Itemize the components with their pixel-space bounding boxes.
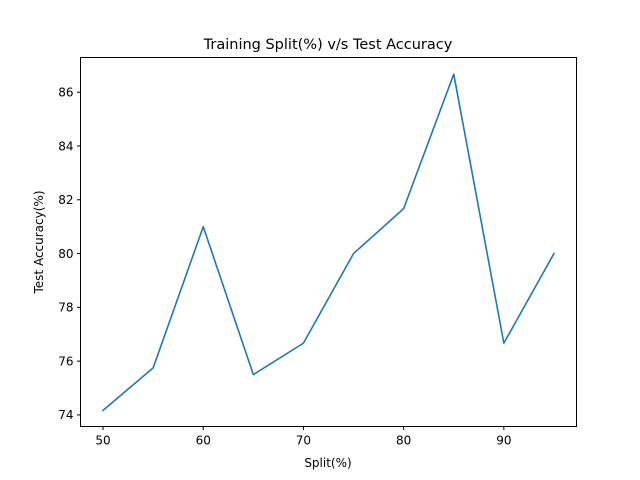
data-point — [502, 342, 505, 345]
y-tick-label: 74 — [58, 408, 73, 422]
x-tick-label: 50 — [95, 434, 110, 448]
x-axis: 50 60 70 80 90 — [95, 426, 511, 448]
data-point — [402, 207, 405, 210]
data-point — [102, 409, 105, 412]
x-tick-label: 90 — [496, 434, 511, 448]
plot-frame — [80, 57, 577, 427]
x-tick-label: 70 — [296, 434, 311, 448]
y-axis: 74 76 78 80 82 84 86 — [58, 85, 81, 422]
y-tick-label: 80 — [58, 247, 73, 261]
data-point — [252, 373, 255, 376]
y-axis-label: Test Accuracy(%) — [32, 191, 46, 295]
series-line — [101, 73, 556, 412]
y-tick-label: 86 — [58, 85, 73, 99]
data-point — [452, 73, 455, 76]
x-tick-label: 60 — [196, 434, 211, 448]
data-point — [352, 252, 355, 255]
data-point — [202, 225, 205, 228]
y-tick-label: 78 — [58, 301, 73, 315]
x-axis-label: Split(%) — [304, 456, 351, 470]
plot-area — [101, 73, 556, 412]
chart-title: Training Split(%) v/s Test Accuracy — [203, 37, 453, 53]
data-point — [152, 366, 155, 369]
data-point — [302, 342, 305, 345]
y-tick-label: 76 — [58, 354, 73, 368]
x-tick-label: 80 — [396, 434, 411, 448]
data-point — [552, 252, 555, 255]
y-tick-label: 82 — [58, 193, 73, 207]
y-tick-label: 84 — [58, 139, 73, 153]
